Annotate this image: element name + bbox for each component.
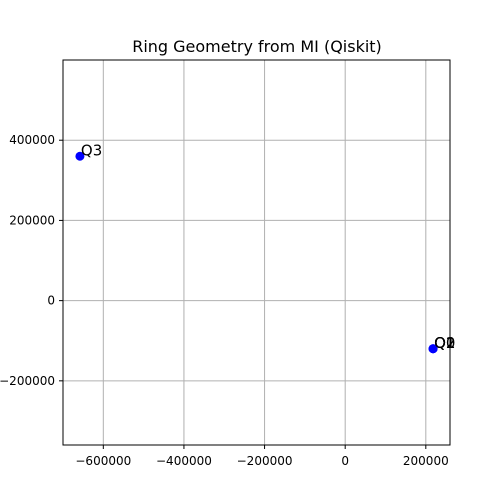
- point-label-q3: Q3: [81, 141, 102, 159]
- point-label-q0: Q0: [434, 334, 455, 352]
- x-tick-label: −400000: [156, 454, 212, 468]
- grid: [63, 60, 450, 445]
- data-point-q2: [428, 344, 438, 354]
- data-point-q3: [75, 151, 85, 161]
- y-tick-label: −200000: [0, 374, 55, 388]
- axis-ticks: −600000 −400000 −200000 0 200000 −200000 0 2000…: [0, 133, 449, 468]
- point-label-q1: Q1: [434, 334, 455, 352]
- plot-area-frame: [62, 59, 451, 446]
- y-tick-label: 0: [47, 294, 55, 308]
- point-label-q2: Q2: [434, 334, 455, 352]
- x-tick-label: 0: [341, 454, 349, 468]
- x-tick-label: 200000: [403, 454, 449, 468]
- chart-title: Ring Geometry from MI (Qiskit): [132, 37, 382, 56]
- x-tick-label: −200000: [237, 454, 293, 468]
- y-tick-label: 200000: [9, 213, 55, 227]
- y-tick-label: 400000: [9, 133, 55, 147]
- x-tick-label: −600000: [75, 454, 131, 468]
